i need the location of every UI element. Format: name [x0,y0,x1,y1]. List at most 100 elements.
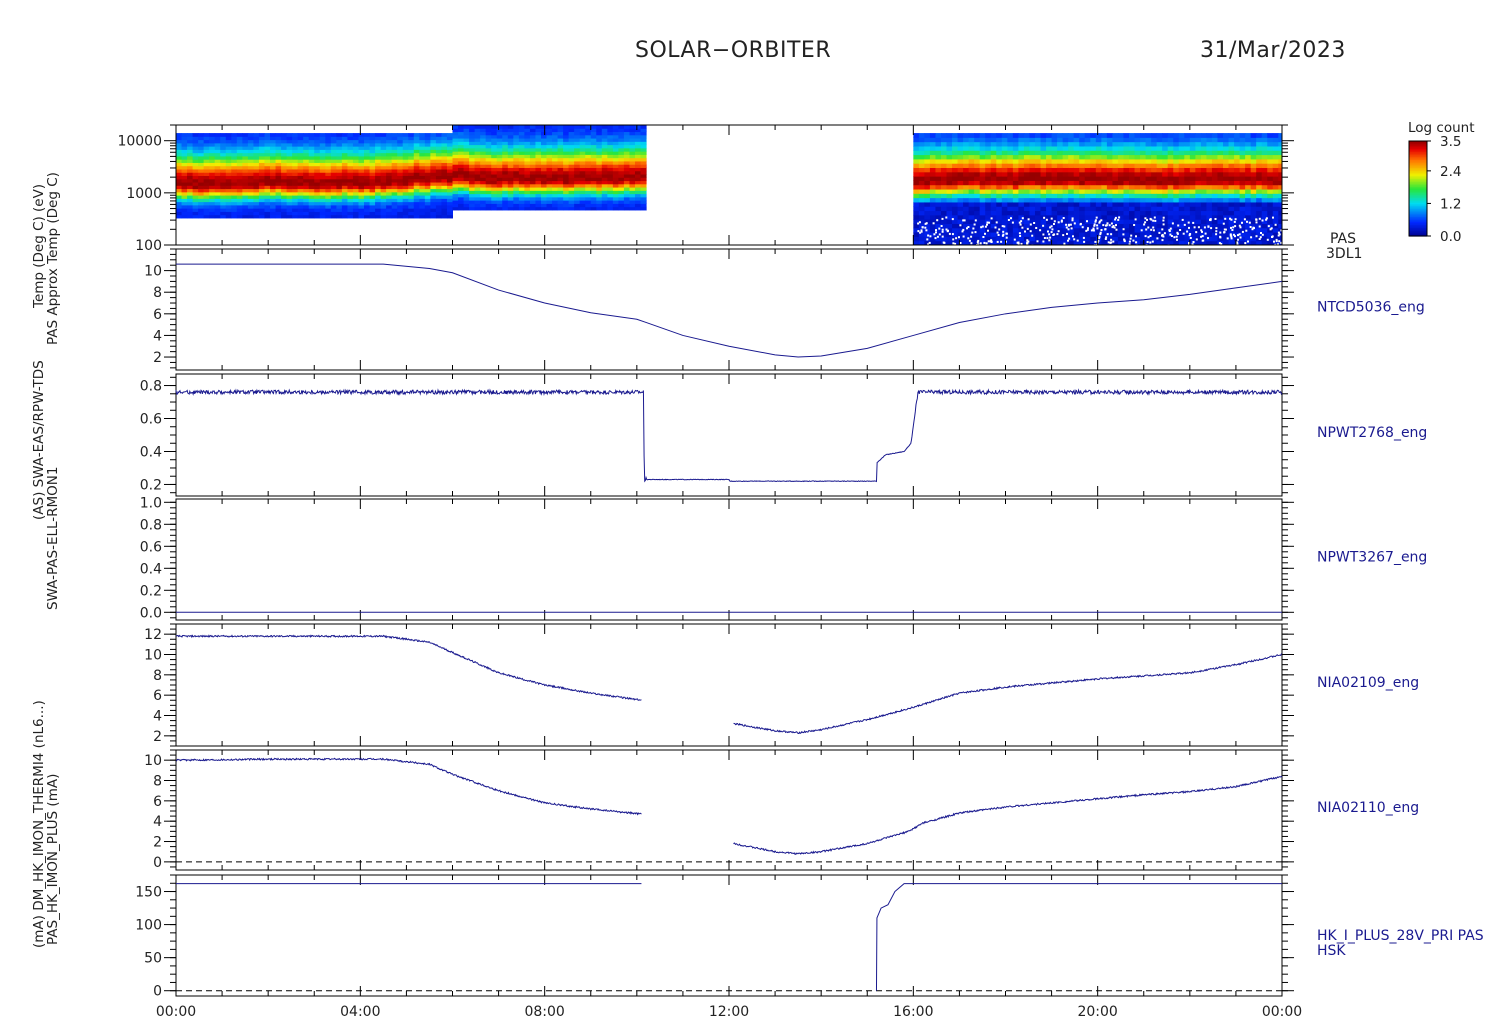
spectrogram-cell [220,208,227,212]
spectrogram-cell [341,152,348,157]
spectrogram-cell [463,196,470,201]
spectrogram-cell [563,164,570,168]
spectrogram-cell [458,157,465,162]
spectrogram-cell [225,155,232,160]
spectrogram-cell [1245,145,1252,151]
spectrogram-cell [375,208,382,212]
spectrogram-cell [1040,201,1047,207]
spectrogram-cell [275,146,282,150]
spectrogram-cell [1178,223,1185,229]
spectrogram-cell [281,162,288,167]
spectrogram-cell [258,175,265,180]
spectrogram-cell [1256,206,1263,212]
spectrogram-cell [1151,232,1158,237]
spectrogram-cell [1156,176,1163,181]
spectrogram-cell [308,146,315,150]
spectrogram-cell [1234,201,1241,207]
spectrogram-cell [419,165,426,170]
spectrogram-cell [1217,197,1224,203]
spectrogram-cell [386,178,393,183]
spectrogram-cell [330,195,337,199]
spectrogram-cell [990,171,997,177]
speckle [1076,239,1079,242]
speckle [984,232,986,235]
spectrogram-cell [292,162,299,167]
spectrogram-cell [596,187,603,191]
spectrogram-cell [463,154,470,159]
spectrogram-cell [236,162,243,167]
spectrogram-cell [314,185,321,190]
spectrogram-cell [491,200,498,204]
spectrogram-cell [1140,141,1147,147]
spectrogram-cell [1261,150,1268,156]
spectrogram-cell [1034,201,1042,207]
spectrogram-cell [518,157,525,162]
spectrogram-cell [1189,206,1196,212]
speckle [1128,240,1131,243]
spectrogram-cell [579,141,586,146]
speckle [1094,220,1097,223]
spectrogram-cell [634,157,642,162]
spectrogram-cell [446,146,453,150]
spectrogram-cell [607,157,614,162]
spectrogram-cell [336,201,343,206]
spectrogram-cell [557,174,564,178]
spectrogram-cell [1173,137,1180,143]
spectrogram-cell [1057,184,1064,190]
spectrogram-cell [369,195,376,199]
spectrogram-cell [452,134,459,139]
spectrogram-cell [397,172,404,177]
spectrogram-cell [529,196,536,201]
spectrogram-cell [192,162,199,167]
spectrogram-cell [579,167,586,172]
spectrogram-cell [1239,193,1246,199]
spectrogram-cell [413,185,420,190]
spectrogram-cell [463,147,470,152]
speckle [1188,234,1191,237]
spectrogram-cell [540,187,548,191]
spectrogram-cell [596,125,603,129]
speckle [1048,239,1051,242]
spectrogram-cell [247,211,254,216]
spectrogram-cell [1206,137,1213,143]
speckle [970,242,973,245]
spectrogram-cell [214,188,221,193]
spectrogram-cell [375,142,382,147]
spectrogram-cell [303,191,310,196]
spectrogram-cell [386,146,393,150]
spectrogram-cell [568,196,575,201]
spectrogram-cell [286,211,293,216]
spectrogram-cell [996,236,1003,242]
spectrogram-cell [990,193,997,199]
spectrogram-cell [264,195,271,199]
spectrogram-cell [369,204,376,209]
speckle [1129,237,1132,240]
spectrogram-cell [352,159,359,163]
spectrogram-cell [507,147,514,152]
spectrogram-cell [1162,154,1169,160]
spectrogram-cell [1162,184,1169,190]
spectrogram-cell [297,133,304,137]
spectrogram-cell [979,197,986,203]
spectrogram-cell [629,134,636,139]
spectrogram-cell [1117,223,1124,229]
spectrogram-cell [347,159,354,163]
spectrogram-cell [1256,197,1263,203]
spectrogram-cell [1079,167,1086,173]
spectrogram-cell [386,211,393,216]
speckle [1275,238,1278,241]
spectrogram-cell [1079,227,1086,233]
spectrogram-cell [985,240,992,246]
spectrogram-cell [402,175,409,180]
spectrogram-cell [535,203,542,208]
spectrogram-cell [1029,193,1036,199]
spectrogram-cell [386,142,393,147]
spectrogram-cell [601,141,608,146]
speckle [935,231,937,234]
spectrogram-cell [1234,206,1241,212]
spectrogram-cell [1101,184,1108,190]
spectrogram-cell [391,214,398,219]
spectrogram-cell [275,188,282,193]
spectrogram-cell [297,182,304,186]
spectrogram-cell [413,155,420,160]
